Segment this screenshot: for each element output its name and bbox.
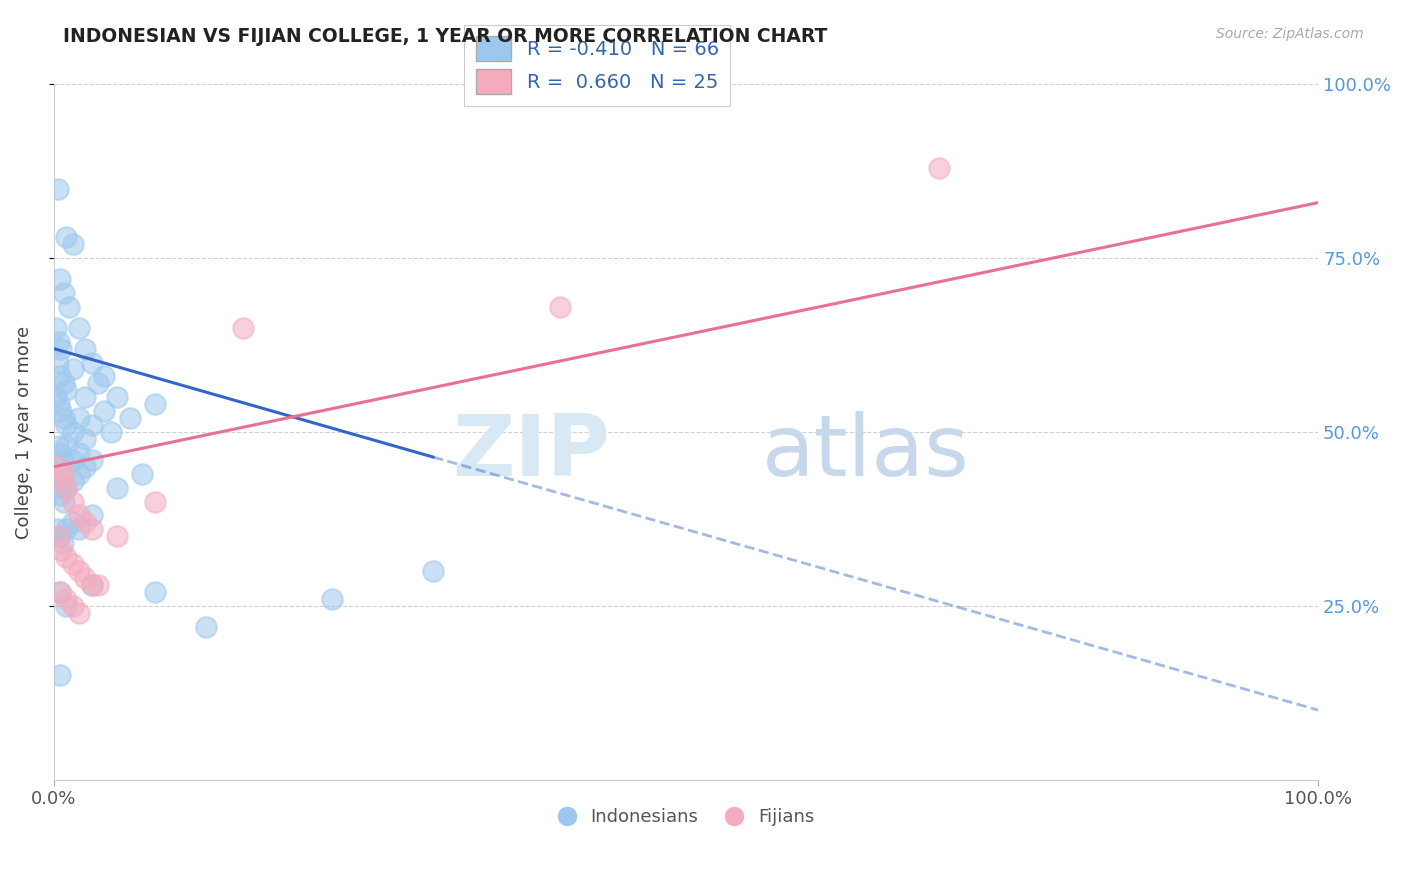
Point [67, 467, 90, 481]
Point [49, 529, 72, 543]
Point [55, 481, 77, 495]
Point [80, 578, 103, 592]
Point [75, 432, 97, 446]
Point [52, 467, 75, 481]
Point [105, 529, 128, 543]
Point [75, 459, 97, 474]
Point [62, 557, 84, 571]
Point [80, 418, 103, 433]
Point [62, 494, 84, 508]
Point [55, 550, 77, 565]
Point [928, 161, 950, 175]
Point [232, 320, 254, 334]
Point [105, 390, 128, 404]
Text: ZIP: ZIP [453, 411, 610, 494]
Point [49, 585, 72, 599]
Point [49, 474, 72, 488]
Point [45, 320, 67, 334]
Point [67, 522, 90, 536]
Point [46, 459, 69, 474]
Point [49, 446, 72, 460]
Point [62, 516, 84, 530]
Point [143, 585, 166, 599]
Point [52, 411, 75, 425]
Point [52, 285, 75, 300]
Point [87, 578, 110, 592]
Point [100, 425, 122, 439]
Point [105, 481, 128, 495]
Point [49, 272, 72, 286]
Point [52, 494, 75, 508]
Point [321, 591, 343, 606]
Point [46, 355, 69, 369]
Point [131, 467, 153, 481]
Point [51, 487, 73, 501]
Point [55, 481, 77, 495]
Point [58, 300, 80, 314]
Point [67, 508, 90, 523]
Point [49, 668, 72, 682]
Point [51, 404, 73, 418]
Text: INDONESIAN VS FIJIAN COLLEGE, 1 YEAR OR MORE CORRELATION CHART: INDONESIAN VS FIJIAN COLLEGE, 1 YEAR OR … [63, 27, 828, 45]
Point [194, 620, 217, 634]
Point [62, 474, 84, 488]
Point [55, 418, 77, 433]
Point [143, 397, 166, 411]
Point [93, 369, 115, 384]
Point [80, 522, 103, 536]
Point [45, 390, 67, 404]
Point [55, 230, 77, 244]
Point [62, 425, 84, 439]
Point [45, 474, 67, 488]
Point [67, 411, 90, 425]
Point [80, 355, 103, 369]
Point [46, 522, 69, 536]
Point [48, 529, 70, 543]
Point [46, 182, 69, 196]
Point [48, 397, 70, 411]
Point [52, 453, 75, 467]
Point [143, 494, 166, 508]
Point [55, 522, 77, 536]
Point [80, 453, 103, 467]
Point [46, 439, 69, 453]
Point [118, 411, 141, 425]
Point [75, 390, 97, 404]
Point [67, 564, 90, 578]
Point [80, 578, 103, 592]
Point [48, 481, 70, 495]
Point [67, 606, 90, 620]
Point [62, 237, 84, 252]
Point [62, 599, 84, 613]
Point [55, 591, 77, 606]
Point [51, 543, 73, 558]
Point [49, 369, 72, 384]
Point [93, 404, 115, 418]
Point [67, 320, 90, 334]
Point [75, 516, 97, 530]
Point [62, 362, 84, 376]
Point [55, 384, 77, 398]
Legend: Indonesians, Fijians: Indonesians, Fijians [551, 801, 821, 833]
Y-axis label: College, 1 year or more: College, 1 year or more [15, 326, 32, 539]
Point [51, 342, 73, 356]
Text: atlas: atlas [762, 411, 970, 494]
Point [75, 342, 97, 356]
Point [67, 446, 90, 460]
Point [55, 599, 77, 613]
Point [52, 376, 75, 391]
Point [52, 536, 75, 550]
Point [62, 453, 84, 467]
Point [48, 334, 70, 349]
Point [80, 508, 103, 523]
Point [87, 376, 110, 391]
Point [422, 564, 444, 578]
Text: Source: ZipAtlas.com: Source: ZipAtlas.com [1216, 27, 1364, 41]
Point [548, 300, 571, 314]
Point [49, 585, 72, 599]
Point [55, 439, 77, 453]
Point [75, 571, 97, 585]
